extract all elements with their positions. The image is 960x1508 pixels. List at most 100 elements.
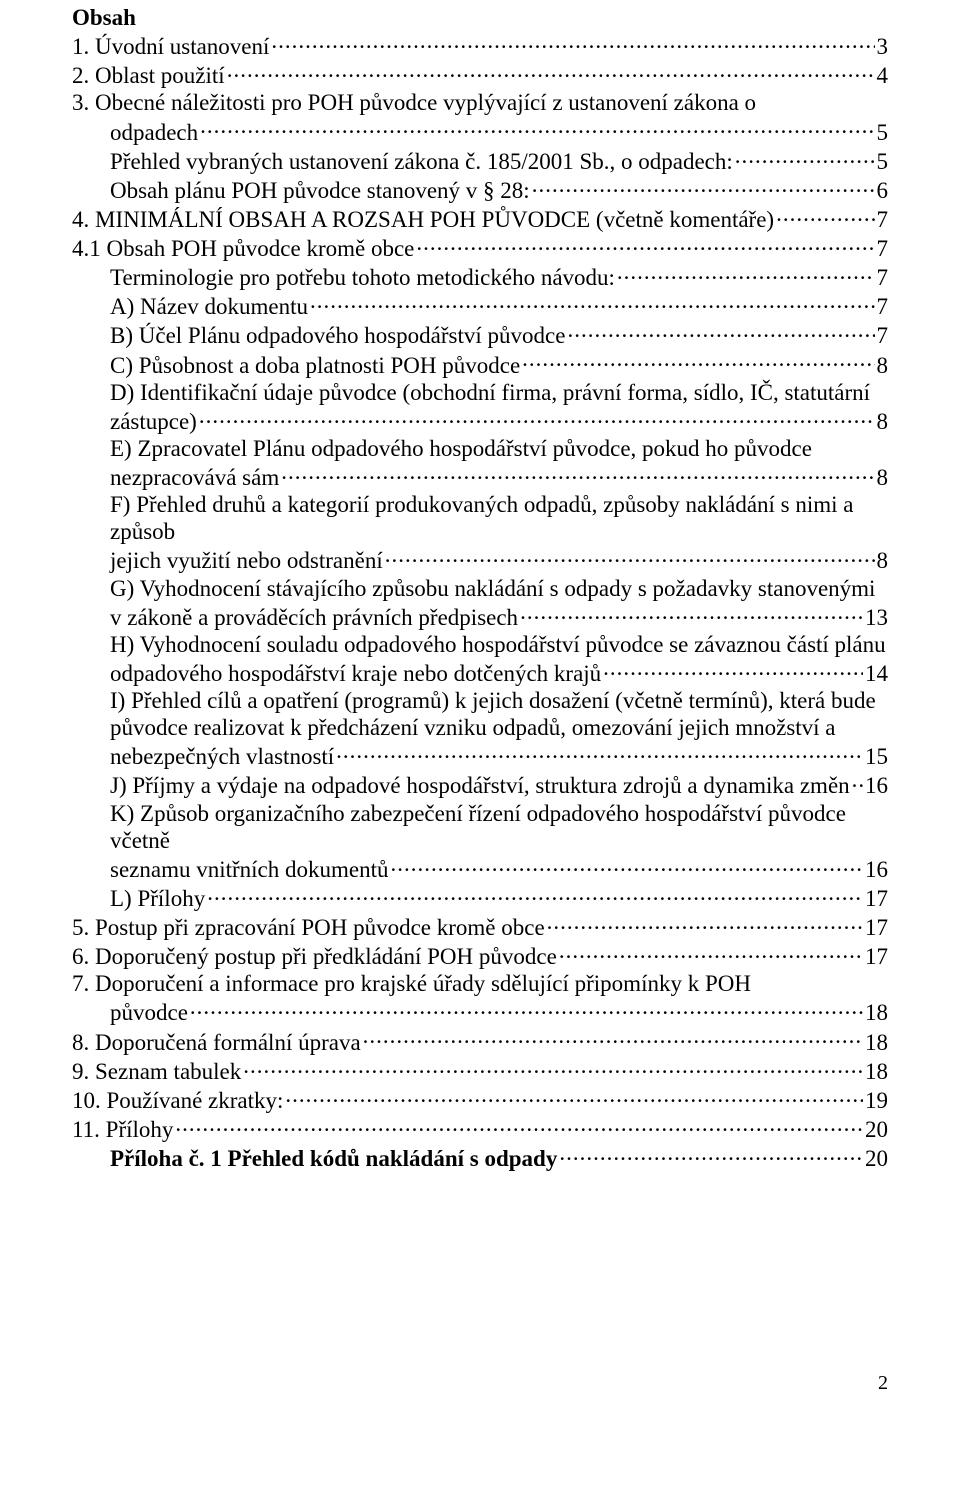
toc-entry-page: 8 (877, 547, 889, 574)
toc-entry-label: 7. Doporučení a informace pro krajské úř… (72, 970, 888, 997)
toc-entry-label: Obsah plánu POH původce stanovený v § 28… (110, 177, 530, 204)
toc-entry[interactable]: 1. Úvodní ustanovení 3 (72, 31, 888, 60)
toc-entry[interactable]: 8. Doporučená formální úprava 18 (72, 1027, 888, 1056)
toc-entry[interactable]: Obsah plánu POH původce stanovený v § 28… (72, 175, 888, 204)
toc-leader (776, 204, 874, 227)
toc-leader (617, 262, 875, 285)
toc-entry[interactable]: 6. Doporučený postup při předkládání POH… (72, 941, 888, 970)
toc-entry[interactable]: Přehled vybraných ustanovení zákona č. 1… (72, 146, 888, 175)
toc-leader (567, 320, 874, 343)
toc-entry[interactable]: 4.1 Obsah POH původce kromě obce 7 (72, 233, 888, 262)
toc-entry-page: 8 (877, 352, 889, 379)
toc-entry[interactable]: J) Příjmy a výdaje na odpadové hospodářs… (72, 770, 888, 799)
toc-entry-label: seznamu vnitřních dokumentů (110, 856, 389, 883)
toc-entry[interactable]: 4. MINIMÁLNÍ OBSAH A ROZSAH POH PŮVODCE … (72, 204, 888, 233)
toc-entry-label: H) Vyhodnocení souladu odpadového hospod… (110, 631, 888, 658)
toc-entry-page: 17 (865, 914, 888, 941)
toc-entry-page: 17 (865, 943, 888, 970)
toc-entry[interactable]: F) Přehled druhů a kategorií produkovaný… (72, 491, 888, 574)
toc-leader (200, 117, 874, 140)
toc-entry-label: 1. Úvodní ustanovení (72, 33, 269, 60)
toc-entry-page: 7 (877, 322, 889, 349)
toc-entry[interactable]: G) Vyhodnocení stávajícího způsobu naklá… (72, 575, 888, 631)
toc-entry-page: 17 (865, 885, 888, 912)
toc-leader (385, 545, 875, 568)
toc-entry-page: 18 (865, 999, 888, 1026)
toc-entry-label: 11. Přílohy (72, 1116, 173, 1143)
toc-entry-page: 7 (877, 264, 889, 291)
toc-entry-label: v zákoně a prováděcích právních předpise… (110, 604, 518, 631)
toc-entry-page: 16 (865, 772, 888, 799)
toc-entry[interactable]: C) Působnost a doba platnosti POH původc… (72, 350, 888, 379)
toc-leader (285, 1085, 863, 1108)
toc-entry[interactable]: 2. Oblast použití 4 (72, 60, 888, 89)
toc-entry-page: 6 (877, 177, 889, 204)
toc-entry-page: 16 (865, 856, 888, 883)
toc-entry-label: původce realizovat k předcházení vzniku … (110, 714, 888, 741)
toc-entry-label: E) Zpracovatel Plánu odpadového hospodář… (110, 435, 888, 462)
toc-entry[interactable]: 7. Doporučení a informace pro krajské úř… (72, 970, 888, 1026)
toc-entry-page: 7 (877, 235, 889, 262)
toc-entry-page: 18 (865, 1058, 888, 1085)
toc-entry[interactable]: A) Název dokumentu7 (72, 291, 888, 320)
toc-entry-page: 4 (877, 62, 889, 89)
toc-entry-label: F) Přehled druhů a kategorií produkovaný… (110, 491, 888, 545)
toc-leader (227, 60, 875, 83)
toc-entry[interactable]: I) Přehled cílů a opatření (programů) k … (72, 687, 888, 770)
toc-entry[interactable]: Terminologie pro potřebu tohoto metodick… (72, 262, 888, 291)
toc-entry[interactable]: 11. Přílohy 20 (72, 1114, 888, 1143)
toc-leader (199, 406, 875, 429)
toc-entry-page: 15 (865, 743, 888, 770)
toc-leader (271, 31, 874, 54)
toc-entry-page: 20 (865, 1145, 888, 1172)
toc-entry-label: 4.1 Obsah POH původce kromě obce (72, 235, 414, 262)
toc-entry-page: 3 (877, 33, 889, 60)
toc-entry-page: 20 (865, 1116, 888, 1143)
toc-leader (559, 941, 863, 964)
toc-entry-label: 2. Oblast použití (72, 62, 225, 89)
toc-entry-label: Příloha č. 1 Přehled kódů nakládání s od… (110, 1145, 557, 1172)
toc-leader (532, 175, 875, 198)
toc-entry[interactable]: Příloha č. 1 Přehled kódů nakládání s od… (72, 1143, 888, 1172)
toc-entry[interactable]: L) Přílohy17 (72, 883, 888, 912)
toc-entry[interactable]: 9. Seznam tabulek 18 (72, 1056, 888, 1085)
document-page: Obsah 1. Úvodní ustanovení32. Oblast pou… (0, 0, 960, 1396)
toc-entry-label: D) Identifikační údaje původce (obchodní… (110, 379, 888, 406)
toc-entry-label: C) Působnost a doba platnosti POH původc… (110, 352, 520, 379)
toc-leader (391, 854, 864, 877)
toc-entry-page: 18 (865, 1029, 888, 1056)
toc-leader (243, 1056, 863, 1079)
toc-entry-label: G) Vyhodnocení stávajícího způsobu naklá… (110, 575, 888, 602)
toc-entry-page: 19 (865, 1087, 888, 1114)
toc-leader (281, 462, 874, 485)
toc-entry-label: 4. MINIMÁLNÍ OBSAH A ROZSAH POH PŮVODCE … (72, 206, 774, 233)
toc-entry-label: odpadového hospodářství kraje nebo dotče… (110, 660, 601, 687)
toc-entry[interactable]: 5. Postup při zpracování POH původce kro… (72, 912, 888, 941)
toc-entry-label: I) Přehled cílů a opatření (programů) k … (110, 687, 888, 714)
toc-entry-label: nezpracovává sám (110, 464, 279, 491)
toc-entry-label: původce (110, 999, 188, 1026)
toc-entry-label: jejich využití nebo odstranění (110, 547, 383, 574)
toc-entry-label: 8. Doporučená formální úprava (72, 1029, 361, 1056)
toc-leader (363, 1027, 863, 1050)
toc-entry[interactable]: D) Identifikační údaje původce (obchodní… (72, 379, 888, 435)
toc-entry-page: 13 (865, 604, 888, 631)
toc-leader (522, 350, 874, 373)
toc-entry[interactable]: E) Zpracovatel Plánu odpadového hospodář… (72, 435, 888, 491)
toc-entry[interactable]: K) Způsob organizačního zabezpečení říze… (72, 800, 888, 883)
toc-entry-label: 9. Seznam tabulek (72, 1058, 241, 1085)
toc-entry-page: 7 (877, 206, 889, 233)
toc-leader (336, 741, 863, 764)
toc-entry[interactable]: B) Účel Plánu odpadového hospodářství pů… (72, 320, 888, 349)
toc-entry-label: 10. Používané zkratky: (72, 1087, 283, 1114)
toc-entry-label: Terminologie pro potřebu tohoto metodick… (110, 264, 615, 291)
toc-entry-page: 5 (877, 119, 889, 146)
toc-entry-label: odpadech (110, 119, 198, 146)
toc-leader (175, 1114, 863, 1137)
toc-entry-page: 14 (865, 660, 888, 687)
toc-entry[interactable]: H) Vyhodnocení souladu odpadového hospod… (72, 631, 888, 687)
toc-leader (520, 602, 863, 625)
toc-entry[interactable]: 10. Používané zkratky: 19 (72, 1085, 888, 1114)
toc-entry[interactable]: 3. Obecné náležitosti pro POH původce vy… (72, 89, 888, 145)
toc-leader (852, 770, 863, 793)
